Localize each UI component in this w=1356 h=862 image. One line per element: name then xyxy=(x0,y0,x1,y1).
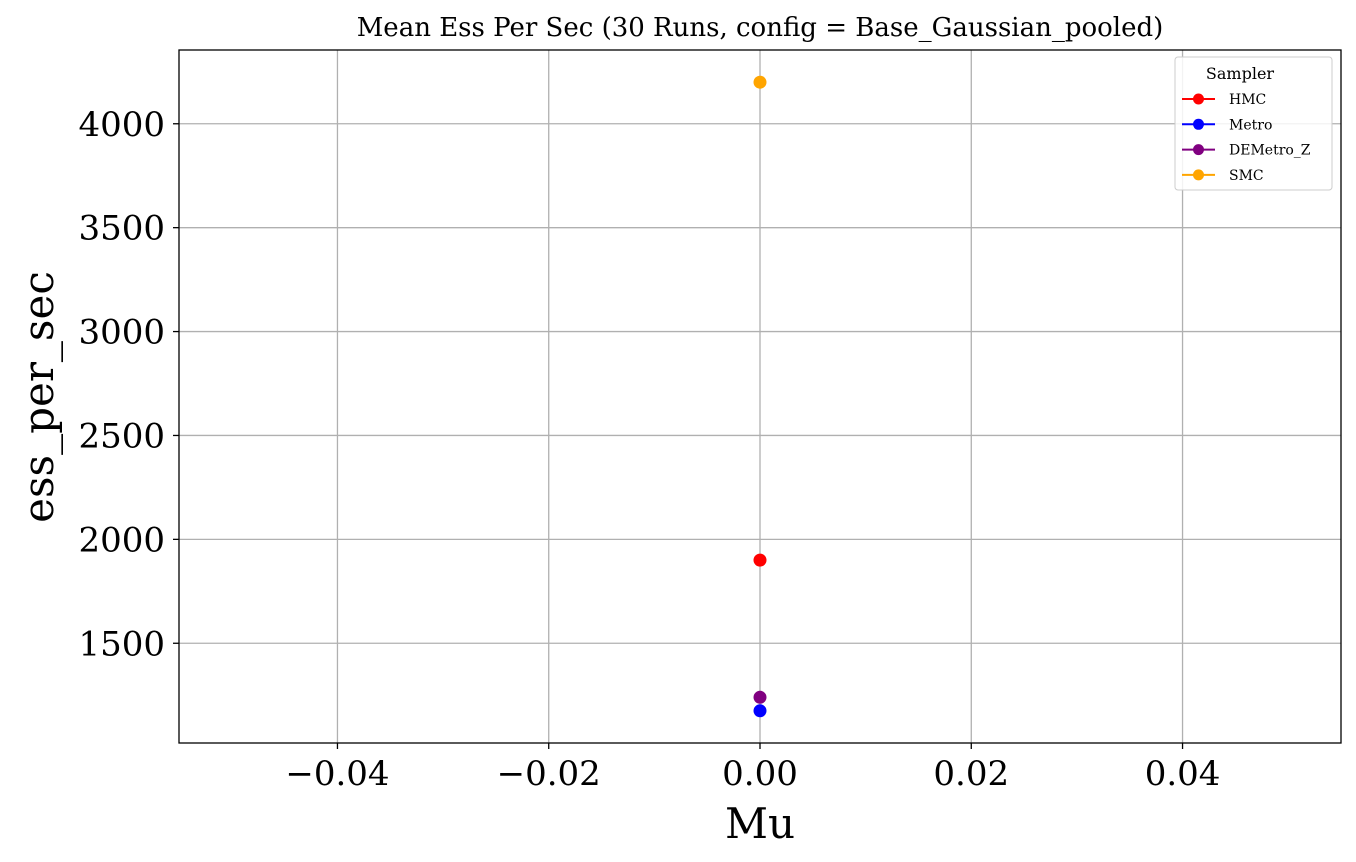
x-tick-label: −0.02 xyxy=(497,754,601,794)
legend-label: HMC xyxy=(1229,92,1266,108)
legend-marker xyxy=(1193,144,1204,156)
legend-box xyxy=(1174,56,1333,191)
legend-label: SMC xyxy=(1229,168,1264,184)
legend-marker xyxy=(1193,169,1204,181)
grid-layer xyxy=(179,50,1341,743)
x-tick-label: 0.04 xyxy=(1145,754,1221,794)
point-hmc xyxy=(753,553,767,567)
x-tick-label: −0.04 xyxy=(285,754,389,794)
legend-marker xyxy=(1193,118,1204,130)
x-tick-layer: −0.04 −0.02 0.00 0.02 0.04 xyxy=(285,743,1220,794)
y-axis-label: ess_per_sec xyxy=(14,271,63,523)
y-tick-label: 3500 xyxy=(78,209,165,249)
x-tick-label: 0.00 xyxy=(722,754,798,794)
x-tick-label: 0.02 xyxy=(933,754,1009,794)
y-tick-label: 3000 xyxy=(78,313,165,353)
y-tick-layer: 1500 2000 2500 3000 3500 4000 xyxy=(78,105,179,664)
x-axis-label: Mu xyxy=(725,799,795,848)
legend-title: Sampler xyxy=(1206,64,1275,83)
legend-label: Metro xyxy=(1229,117,1272,133)
y-tick-label: 4000 xyxy=(78,105,165,145)
point-metro xyxy=(753,704,767,718)
legend-label: DEMetro_Z xyxy=(1229,143,1311,159)
y-tick-label: 1500 xyxy=(78,624,165,664)
y-tick-label: 2000 xyxy=(78,520,165,560)
chart-title: Mean Ess Per Sec (30 Runs, config = Base… xyxy=(357,13,1164,43)
point-smc xyxy=(753,75,767,89)
legend: Sampler HMC Metro DEMetro_Z SMC xyxy=(1174,56,1333,191)
marks-layer xyxy=(753,75,767,718)
legend-marker xyxy=(1193,93,1204,105)
y-tick-label: 2500 xyxy=(78,416,165,456)
point-demetro-z xyxy=(753,690,767,704)
